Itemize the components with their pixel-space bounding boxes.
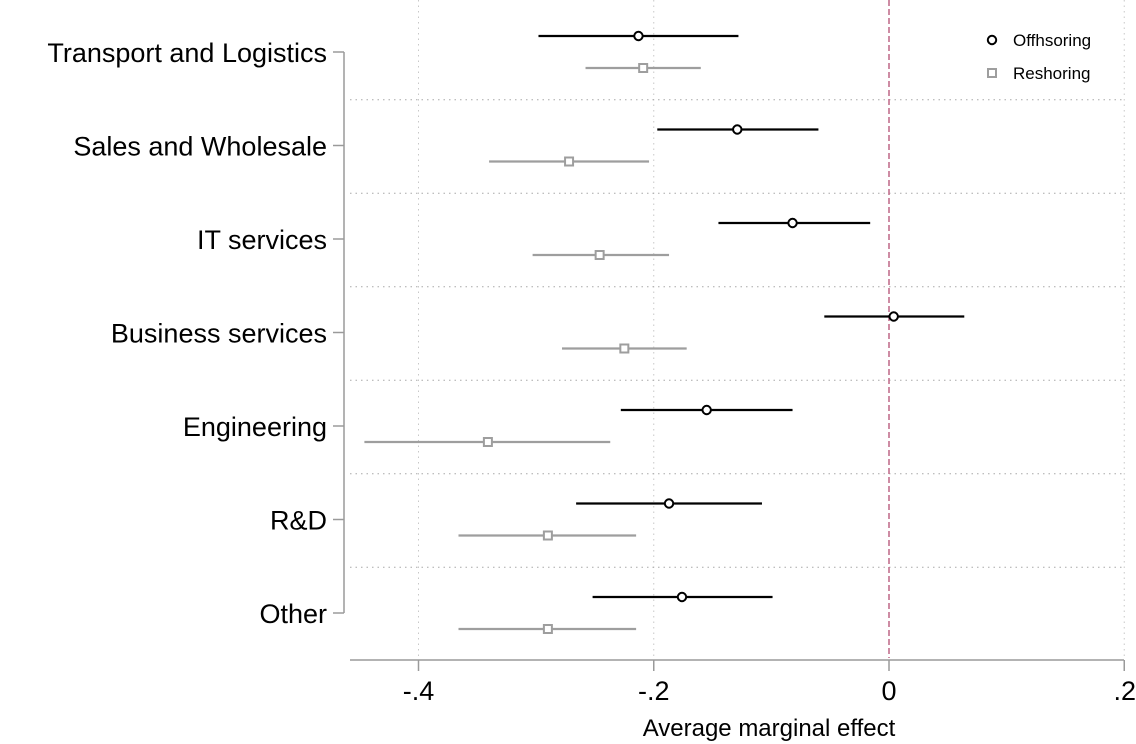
offhsoring-point-transport-and-logistics [633, 30, 644, 42]
reshoring-point-business-services [619, 343, 630, 354]
reshoring-point-transport-and-logistics [638, 63, 649, 73]
offhsoring-point-it-services [787, 217, 798, 229]
x-tick-label-2: 0 [881, 676, 896, 706]
offhsoring-point-sales-and-wholesale [732, 124, 743, 135]
x-axis: -.4 -.2 0 .2 [350, 659, 1136, 706]
offhsoring-point-business-services [888, 311, 899, 322]
y-tick-label-it-services: IT services [197, 225, 327, 255]
reshoring-point-r-d [542, 530, 553, 541]
reshoring-point-engineering [482, 437, 493, 447]
y-tick-label-transport-and-logistics: Transport and Logistics [47, 38, 327, 68]
offhsoring-point-r-d [663, 498, 675, 509]
x-tick-label-3: .2 [1113, 676, 1136, 706]
y-tick-label-engineering: Engineering [183, 412, 327, 442]
y-tick-label-r-d: R&D [270, 506, 327, 536]
grid-lines [350, 0, 1125, 658]
reshoring-point-other [542, 624, 553, 634]
y-tick-label-other: Other [259, 599, 327, 629]
y-tick-label-sales-and-wholesale: Sales and Wholesale [73, 132, 327, 162]
offhsoring-point-engineering [701, 404, 712, 416]
x-tick-label-0: -.4 [403, 676, 435, 706]
legend-reshoring-marker [987, 68, 997, 78]
legend-reshoring-label: Reshoring [1013, 64, 1091, 83]
x-tick-label-1: -.2 [638, 676, 670, 706]
y-axis: Transport and Logistics Sales and Wholesa… [47, 38, 345, 629]
x-axis-label: Average marginal effect [643, 715, 896, 742]
legend-offshoring-label: Offhsoring [1013, 31, 1091, 50]
offhsoring-point-other [676, 591, 688, 603]
series-marks [364, 30, 965, 634]
legend-offshoring-marker [986, 34, 998, 46]
reshoring-point-it-services [594, 250, 605, 260]
legend: Offhsoring Reshoring [986, 31, 1091, 83]
y-tick-label-business-services: Business services [111, 319, 327, 349]
reshoring-point-sales-and-wholesale [564, 156, 575, 167]
